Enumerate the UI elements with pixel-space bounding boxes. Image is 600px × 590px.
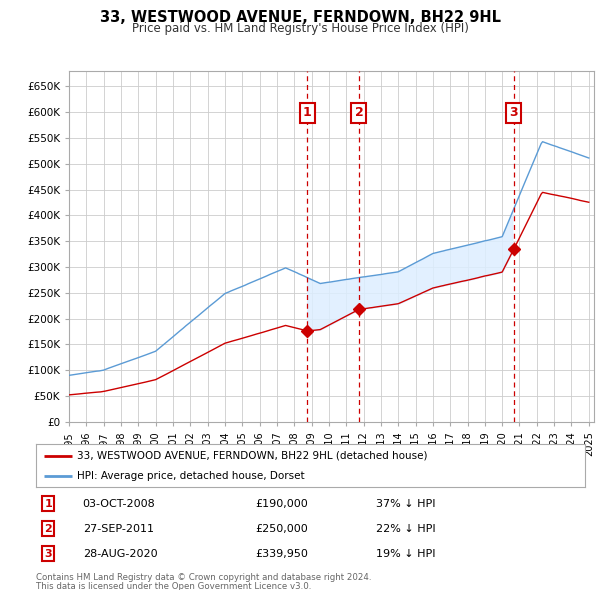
Text: 37% ↓ HPI: 37% ↓ HPI	[376, 499, 436, 509]
Text: £250,000: £250,000	[256, 524, 308, 533]
Text: 3: 3	[44, 549, 52, 559]
Text: HPI: Average price, detached house, Dorset: HPI: Average price, detached house, Dors…	[77, 471, 305, 481]
Text: 2: 2	[355, 106, 363, 119]
Text: Price paid vs. HM Land Registry's House Price Index (HPI): Price paid vs. HM Land Registry's House …	[131, 22, 469, 35]
Text: 1: 1	[303, 106, 311, 119]
Text: 3: 3	[509, 106, 518, 119]
Text: 19% ↓ HPI: 19% ↓ HPI	[376, 549, 436, 559]
Text: £190,000: £190,000	[256, 499, 308, 509]
Text: 2: 2	[44, 524, 52, 533]
Text: 27-SEP-2011: 27-SEP-2011	[83, 524, 154, 533]
Text: Contains HM Land Registry data © Crown copyright and database right 2024.: Contains HM Land Registry data © Crown c…	[36, 573, 371, 582]
Text: 33, WESTWOOD AVENUE, FERNDOWN, BH22 9HL: 33, WESTWOOD AVENUE, FERNDOWN, BH22 9HL	[100, 10, 500, 25]
Text: 28-AUG-2020: 28-AUG-2020	[83, 549, 157, 559]
Text: £339,950: £339,950	[256, 549, 308, 559]
Text: 03-OCT-2008: 03-OCT-2008	[83, 499, 155, 509]
Text: 22% ↓ HPI: 22% ↓ HPI	[376, 524, 436, 533]
Text: This data is licensed under the Open Government Licence v3.0.: This data is licensed under the Open Gov…	[36, 582, 311, 590]
Text: 33, WESTWOOD AVENUE, FERNDOWN, BH22 9HL (detached house): 33, WESTWOOD AVENUE, FERNDOWN, BH22 9HL …	[77, 451, 428, 461]
Text: 1: 1	[44, 499, 52, 509]
